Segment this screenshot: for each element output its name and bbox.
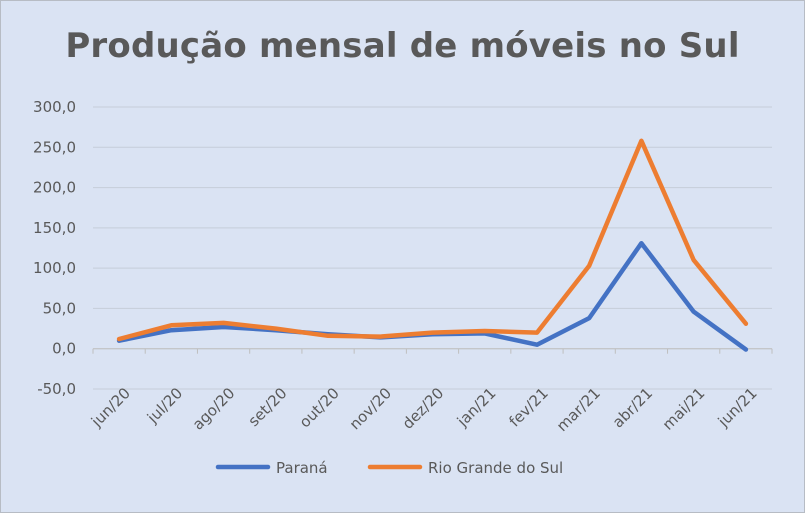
x-tick-label: dez/20 xyxy=(399,384,448,433)
x-tick-label: jul/20 xyxy=(143,384,186,427)
y-tick-label: 250,0 xyxy=(33,138,76,156)
y-tick-label: 150,0 xyxy=(33,219,76,237)
x-tick-label: ago/20 xyxy=(189,384,239,434)
chart-title: Produção mensal de móveis no Sul xyxy=(65,26,740,66)
y-tick-label: 0,0 xyxy=(52,340,76,358)
legend-label: Paraná xyxy=(276,459,328,477)
x-tick-label: fev/21 xyxy=(505,384,551,430)
y-axis-ticks: 300,0 250,0 200,0 150,0 100,0 50,0 0,0 -50,0 xyxy=(33,98,76,398)
x-tick-label: mar/21 xyxy=(553,384,604,435)
gridlines xyxy=(92,106,773,390)
x-tick-label: set/20 xyxy=(245,384,291,430)
series-lines xyxy=(116,138,749,352)
x-tick-label: jan/21 xyxy=(453,384,500,431)
y-tick-label: 50,0 xyxy=(43,299,76,317)
x-tick-label: mai/21 xyxy=(659,384,709,434)
x-tick-label: nov/20 xyxy=(346,384,395,433)
y-tick-label: 300,0 xyxy=(33,98,76,116)
x-axis-ticks: jun/20 jul/20 ago/20 set/20 out/20 nov/20 dez/… xyxy=(87,384,761,435)
y-tick-label: -50,0 xyxy=(37,380,76,398)
legend[interactable]: Paraná Rio Grande do Sul xyxy=(215,459,563,477)
x-tick-label: out/20 xyxy=(296,384,343,431)
x-tick-label: jun/21 xyxy=(714,384,761,431)
legend-label: Rio Grande do Sul xyxy=(428,459,563,477)
y-tick-label: 200,0 xyxy=(33,179,76,197)
y-tick-label: 100,0 xyxy=(33,259,76,277)
x-tick-label: jun/20 xyxy=(87,384,134,431)
x-tick-label: abr/21 xyxy=(609,384,656,431)
series-line xyxy=(116,138,749,342)
